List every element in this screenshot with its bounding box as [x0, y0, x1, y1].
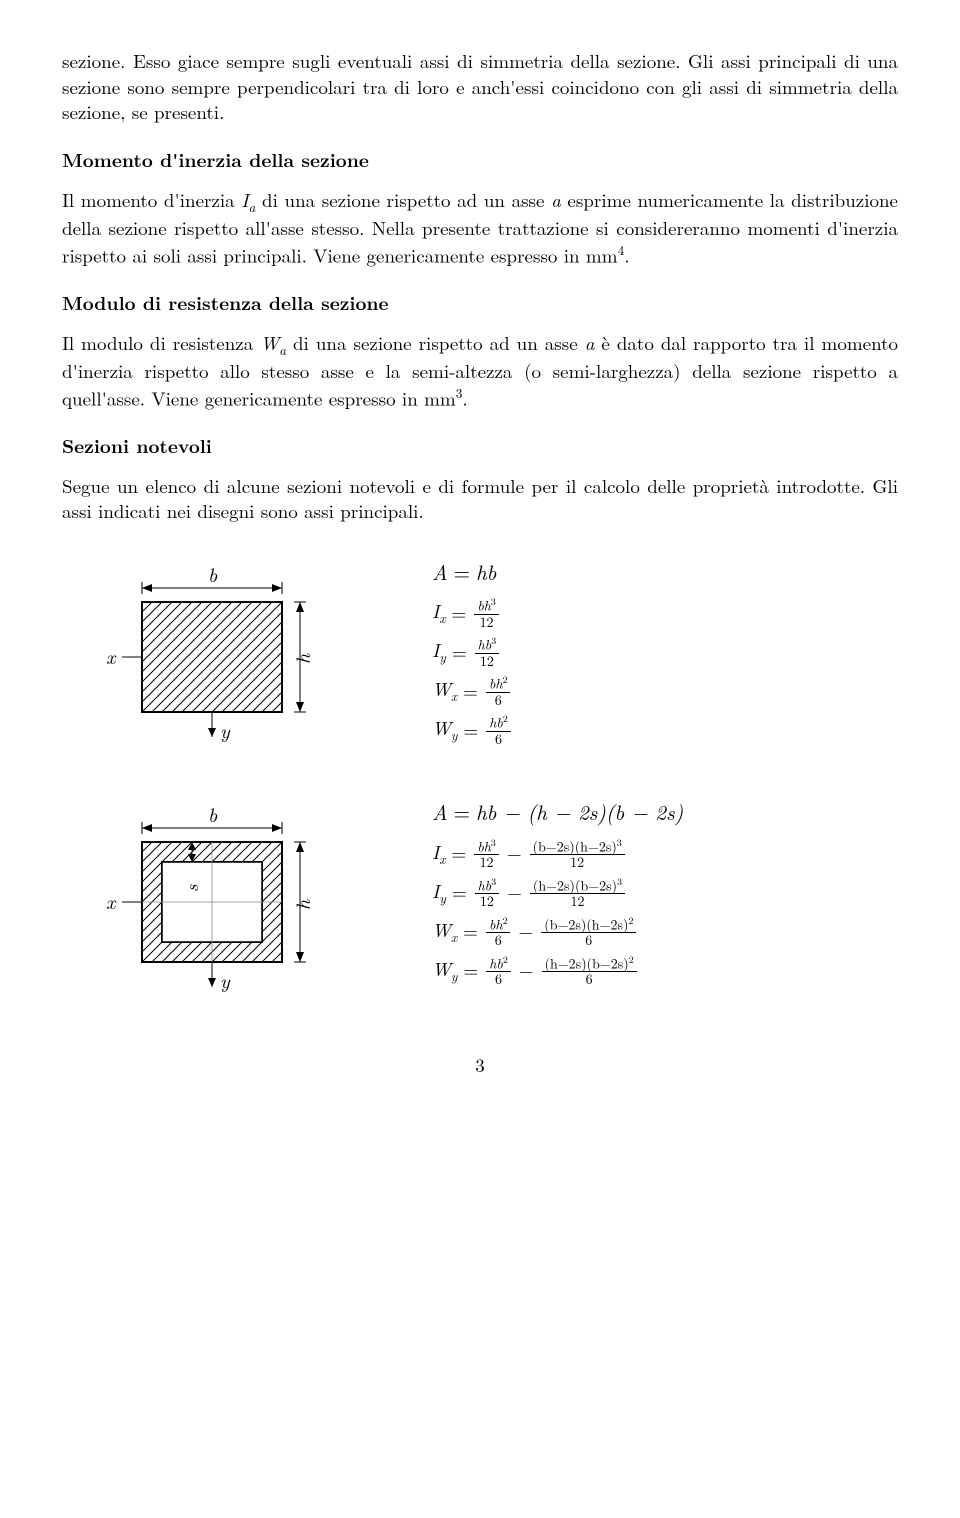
- formulas-hollow: A=hb − (h − 2s)(b − 2s) Ix= bh312 − (b−2…: [402, 792, 898, 992]
- figure-rectangle: b h x y A=hb Ix= bh312 Iy= hb312 Wx= bh2…: [62, 552, 898, 752]
- heading-sezioni: Sezioni notevoli: [62, 433, 898, 459]
- label-y: y: [220, 715, 231, 744]
- label-b: b: [208, 559, 218, 588]
- label-x2: x: [106, 886, 117, 915]
- label-s: s: [179, 884, 204, 892]
- para-modulo: Il modulo di resistenza Wa di una sezion…: [62, 330, 898, 411]
- label-h2: h: [287, 899, 316, 910]
- diagram-rectangle: b h x y: [62, 552, 362, 752]
- para-sezioni: Segue un elenco di alcune sezioni notevo…: [62, 473, 898, 524]
- figure-hollow-rectangle: b h s x y A=hb − (h − 2s)(b − 2s) Ix= bh…: [62, 792, 898, 1002]
- page-number: 3: [62, 1052, 898, 1078]
- label-b2: b: [208, 799, 218, 828]
- label-x: x: [106, 641, 117, 670]
- label-h: h: [287, 653, 316, 664]
- label-y2: y: [220, 965, 231, 994]
- heading-momento: Momento d'inerzia della sezione: [62, 147, 898, 173]
- heading-modulo: Modulo di resistenza della sezione: [62, 290, 898, 316]
- para-momento: Il momento d'inerzia Ia di una sezione r…: [62, 187, 898, 268]
- intro-paragraph: sezione. Esso giace sempre sugli eventua…: [62, 48, 898, 125]
- diagram-hollow: b h s x y: [62, 792, 362, 1002]
- formulas-rectangle: A=hb Ix= bh312 Iy= hb312 Wx= bh26 Wy= hb…: [402, 552, 898, 752]
